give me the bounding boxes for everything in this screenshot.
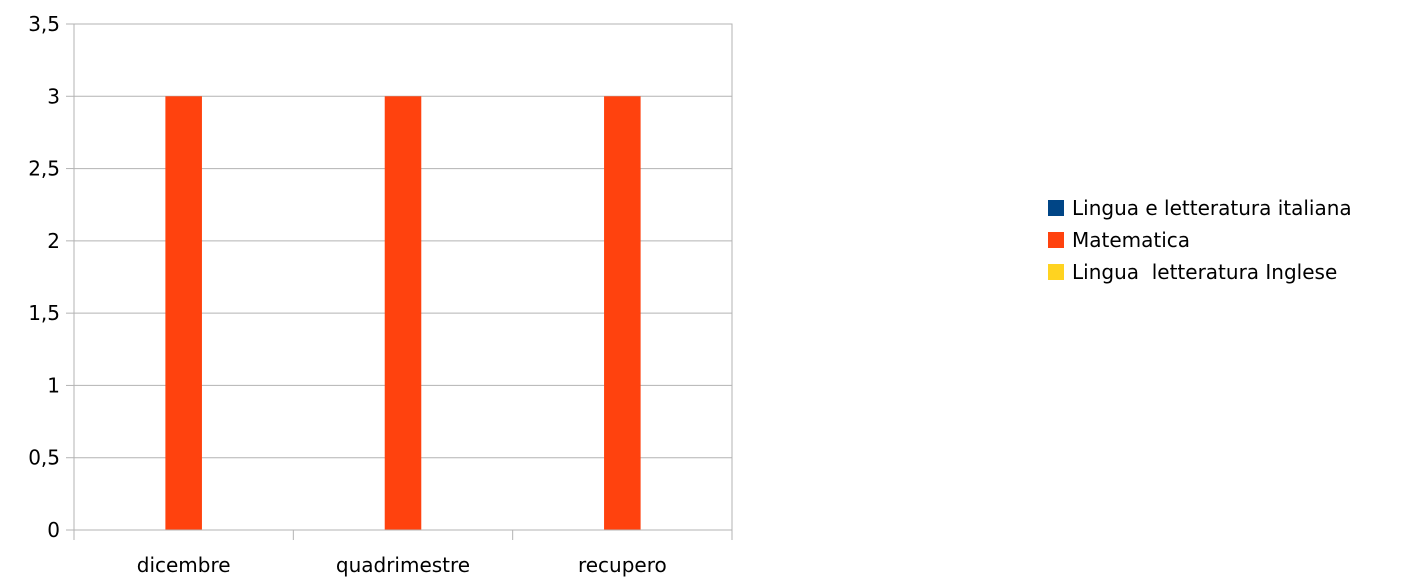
legend-swatch-italiano: [1048, 200, 1064, 216]
legend-item-inglese: Lingua letteratura Inglese: [1048, 256, 1352, 288]
legend-item-matematica: Matematica: [1048, 224, 1352, 256]
y-tick-label: 3,5: [28, 12, 60, 36]
y-tick-label: 2: [47, 229, 60, 253]
legend-label: Matematica: [1072, 228, 1191, 252]
legend-label: Lingua e letteratura italiana: [1072, 196, 1352, 220]
x-tick-label: quadrimestre: [336, 553, 470, 577]
legend-label: Lingua letteratura Inglese: [1072, 260, 1338, 284]
y-tick-label: 2,5: [28, 157, 60, 181]
legend-swatch-matematica: [1048, 232, 1064, 248]
y-tick-label: 0: [47, 518, 60, 542]
bar: [165, 96, 202, 531]
tick-labels: 0 0,5 1 1,5 2 2,5 3 3,5 dicembre quadrimestre recu…: [28, 12, 667, 577]
bar: [384, 96, 422, 531]
x-tick-label: recupero: [578, 553, 667, 577]
legend: Lingua e letteratura italiana Matematica…: [1048, 192, 1352, 288]
y-tick-label: 3: [47, 84, 60, 108]
axes: [66, 23, 733, 540]
legend-swatch-inglese: [1048, 264, 1064, 280]
y-tick-label: 1: [47, 373, 60, 397]
bar: [604, 96, 641, 531]
bars: [165, 96, 641, 531]
y-tick-label: 0,5: [28, 446, 60, 470]
y-tick-label: 1,5: [28, 301, 60, 325]
plot-area-frame: [73, 23, 733, 531]
x-tick-label: dicembre: [137, 553, 231, 577]
legend-item-italiano: Lingua e letteratura italiana: [1048, 192, 1352, 224]
